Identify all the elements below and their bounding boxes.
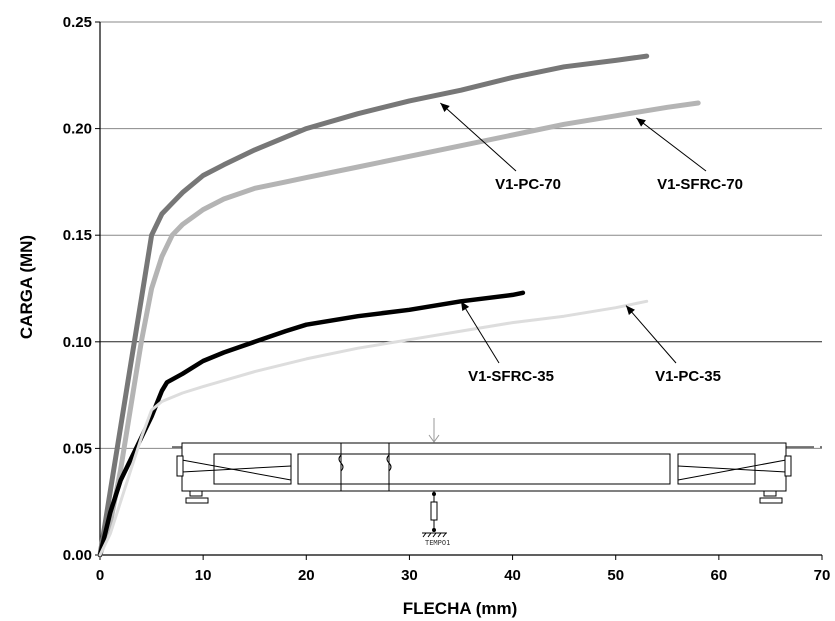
support-right-pad <box>763 490 777 497</box>
arrowhead-icon <box>626 305 635 315</box>
x-axis-label: FLECHA (mm) <box>403 599 518 618</box>
x-tick-label: 40 <box>504 567 521 584</box>
annotation-label: V1-SFRC-70 <box>657 176 743 193</box>
sensor-top-dot <box>432 492 436 496</box>
annotation-label: V1-PC-35 <box>655 368 721 385</box>
annotation-arrow-line <box>440 102 517 172</box>
beam-diagonal-left-2 <box>181 465 292 473</box>
x-tick-labels: 0 10 20 30 40 50 60 70 <box>96 567 831 584</box>
x-tick-label: 0 <box>96 567 104 584</box>
y-tick-label: 0.15 <box>63 227 92 244</box>
series-line-v1-sfrc-70 <box>97 100 701 558</box>
arrowhead-icon <box>440 103 450 113</box>
annotation-arrow-line <box>625 305 677 364</box>
y-tick-label: 0.00 <box>63 547 92 564</box>
sensor-body <box>430 501 438 521</box>
beam-end-right <box>784 455 792 477</box>
y-tick-label: 0.05 <box>63 440 92 457</box>
sensor-bottom-dot <box>432 528 436 532</box>
series-annotations: V1-PC-70 V1-SFRC-70 V1-SFRC-35 V1-PC-35 <box>440 102 743 385</box>
data-series <box>97 53 701 558</box>
crack-wave-right <box>386 454 392 472</box>
sensor-ground-hatch <box>422 532 447 538</box>
y-tick-label: 0.20 <box>63 121 92 138</box>
beam-diagonal-right-1 <box>677 459 787 481</box>
annotation-label: V1-PC-70 <box>495 176 561 193</box>
support-left-base <box>185 497 209 504</box>
y-axis-label: CARGA (MN) <box>17 235 36 339</box>
crack-wave-left <box>338 454 344 472</box>
beam-block-left <box>213 453 292 485</box>
beam-diagonal-left-1 <box>181 459 292 481</box>
y-tick-labels: 0.00 0.05 0.10 0.15 0.20 0.25 <box>63 14 92 564</box>
beam-end-left <box>176 455 184 477</box>
annotation-label: V1-SFRC-35 <box>468 368 554 385</box>
series-line-v1-pc-35 <box>98 299 649 557</box>
y-tick-label: 0.25 <box>63 14 92 31</box>
x-tick-label: 20 <box>298 567 315 584</box>
beam-block-right <box>677 453 756 485</box>
beam-block-center <box>297 453 671 485</box>
beam-outline <box>181 442 787 492</box>
x-tick-label: 30 <box>401 567 418 584</box>
x-tick-label: 70 <box>814 567 831 584</box>
support-right-base <box>759 497 783 504</box>
arrowhead-icon <box>461 301 470 312</box>
y-tick-label: 0.10 <box>63 334 92 351</box>
arrowhead-icon <box>636 117 646 127</box>
sensor-label: TEMPO1 <box>425 539 450 547</box>
load-arrow-icon <box>428 434 440 443</box>
x-tick-label: 60 <box>711 567 728 584</box>
annotation-arrow-line <box>636 117 707 172</box>
series-line-v1-pc-70 <box>97 53 650 558</box>
x-tick-label: 50 <box>607 567 624 584</box>
support-left-pad <box>189 490 203 497</box>
beam-diagonal-right-2 <box>677 465 787 473</box>
series-line-v1-sfrc-35 <box>97 290 526 558</box>
beam-schematic: TEMPO1 <box>172 418 822 547</box>
annotation-arrow-line <box>460 301 500 364</box>
x-tick-label: 10 <box>195 567 212 584</box>
